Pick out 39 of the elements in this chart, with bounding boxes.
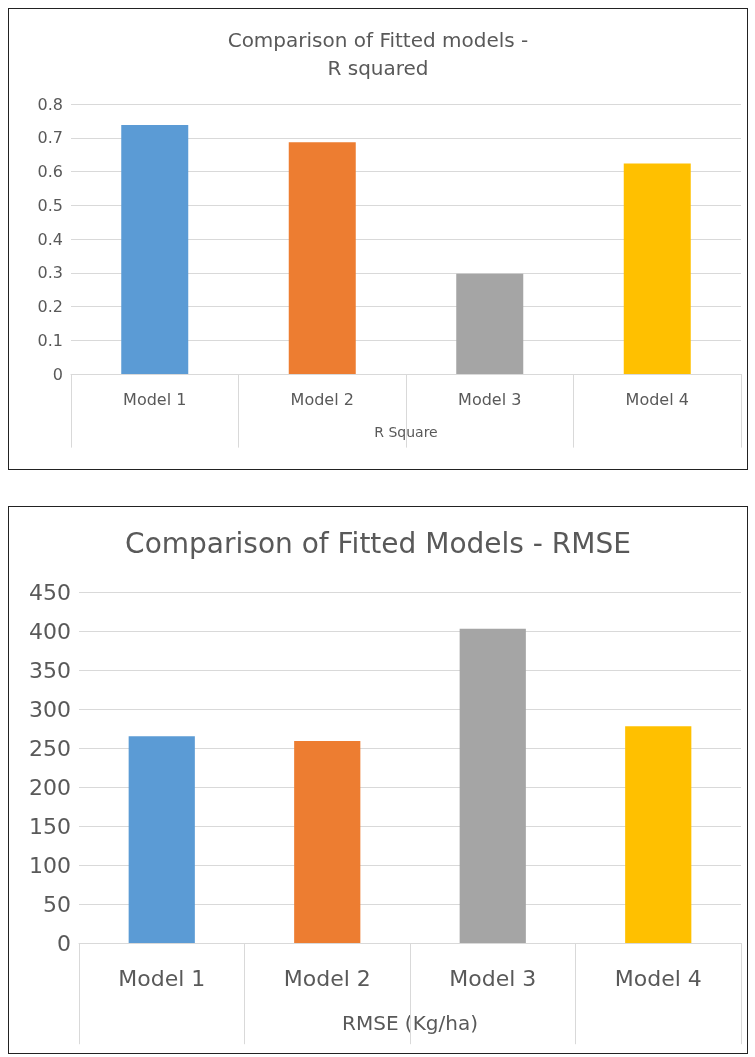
y-tick-label: 0.4: [37, 229, 63, 249]
y-tick-label: 0: [52, 364, 63, 384]
x-axis-title: R Square: [374, 424, 438, 441]
y-tick-label: 400: [29, 618, 71, 644]
y-tick-label: 350: [29, 657, 71, 683]
bar: [623, 163, 691, 374]
y-tick-label: 0.8: [37, 94, 63, 114]
y-tick-label: 250: [29, 735, 71, 761]
bar: [459, 628, 526, 943]
x-tick-label: Model 1: [123, 390, 187, 410]
x-tick-label: Model 3: [449, 965, 537, 991]
x-tick-label: Model 2: [283, 965, 371, 991]
bar: [128, 736, 195, 943]
x-axis-title: RMSE (Kg/ha): [342, 1011, 478, 1036]
y-tick-label: 0.1: [37, 330, 63, 350]
y-tick-label: 100: [29, 852, 71, 878]
bar: [121, 124, 189, 374]
y-tick-label: 200: [29, 774, 71, 800]
x-tick-label: Model 3: [458, 390, 522, 410]
y-tick-label: 450: [29, 579, 71, 605]
bar: [456, 273, 524, 374]
y-tick-label: 150: [29, 813, 71, 839]
x-tick-label: Model 4: [625, 390, 689, 410]
y-tick-label: 0.6: [37, 162, 63, 181]
y-tick-label: 50: [43, 891, 71, 917]
bar: [288, 142, 356, 374]
x-tick-label: Model 2: [290, 390, 354, 410]
y-tick-label: 0.3: [37, 263, 63, 283]
y-tick-label: 300: [29, 696, 71, 722]
y-tick-label: 0.7: [37, 128, 63, 148]
chart-title: Comparison of Fitted models - R squared: [227, 28, 529, 80]
x-tick-label: Model 4: [614, 965, 702, 991]
y-tick-label: 0: [57, 930, 71, 956]
bar: [294, 740, 361, 943]
y-tick-label: 0.2: [37, 297, 63, 316]
x-tick-label: Model 1: [118, 965, 206, 991]
bar: [625, 726, 692, 943]
chart-title: Comparison of Fitted Models - RMSE: [125, 527, 631, 561]
y-tick-label: 0.5: [37, 195, 63, 215]
